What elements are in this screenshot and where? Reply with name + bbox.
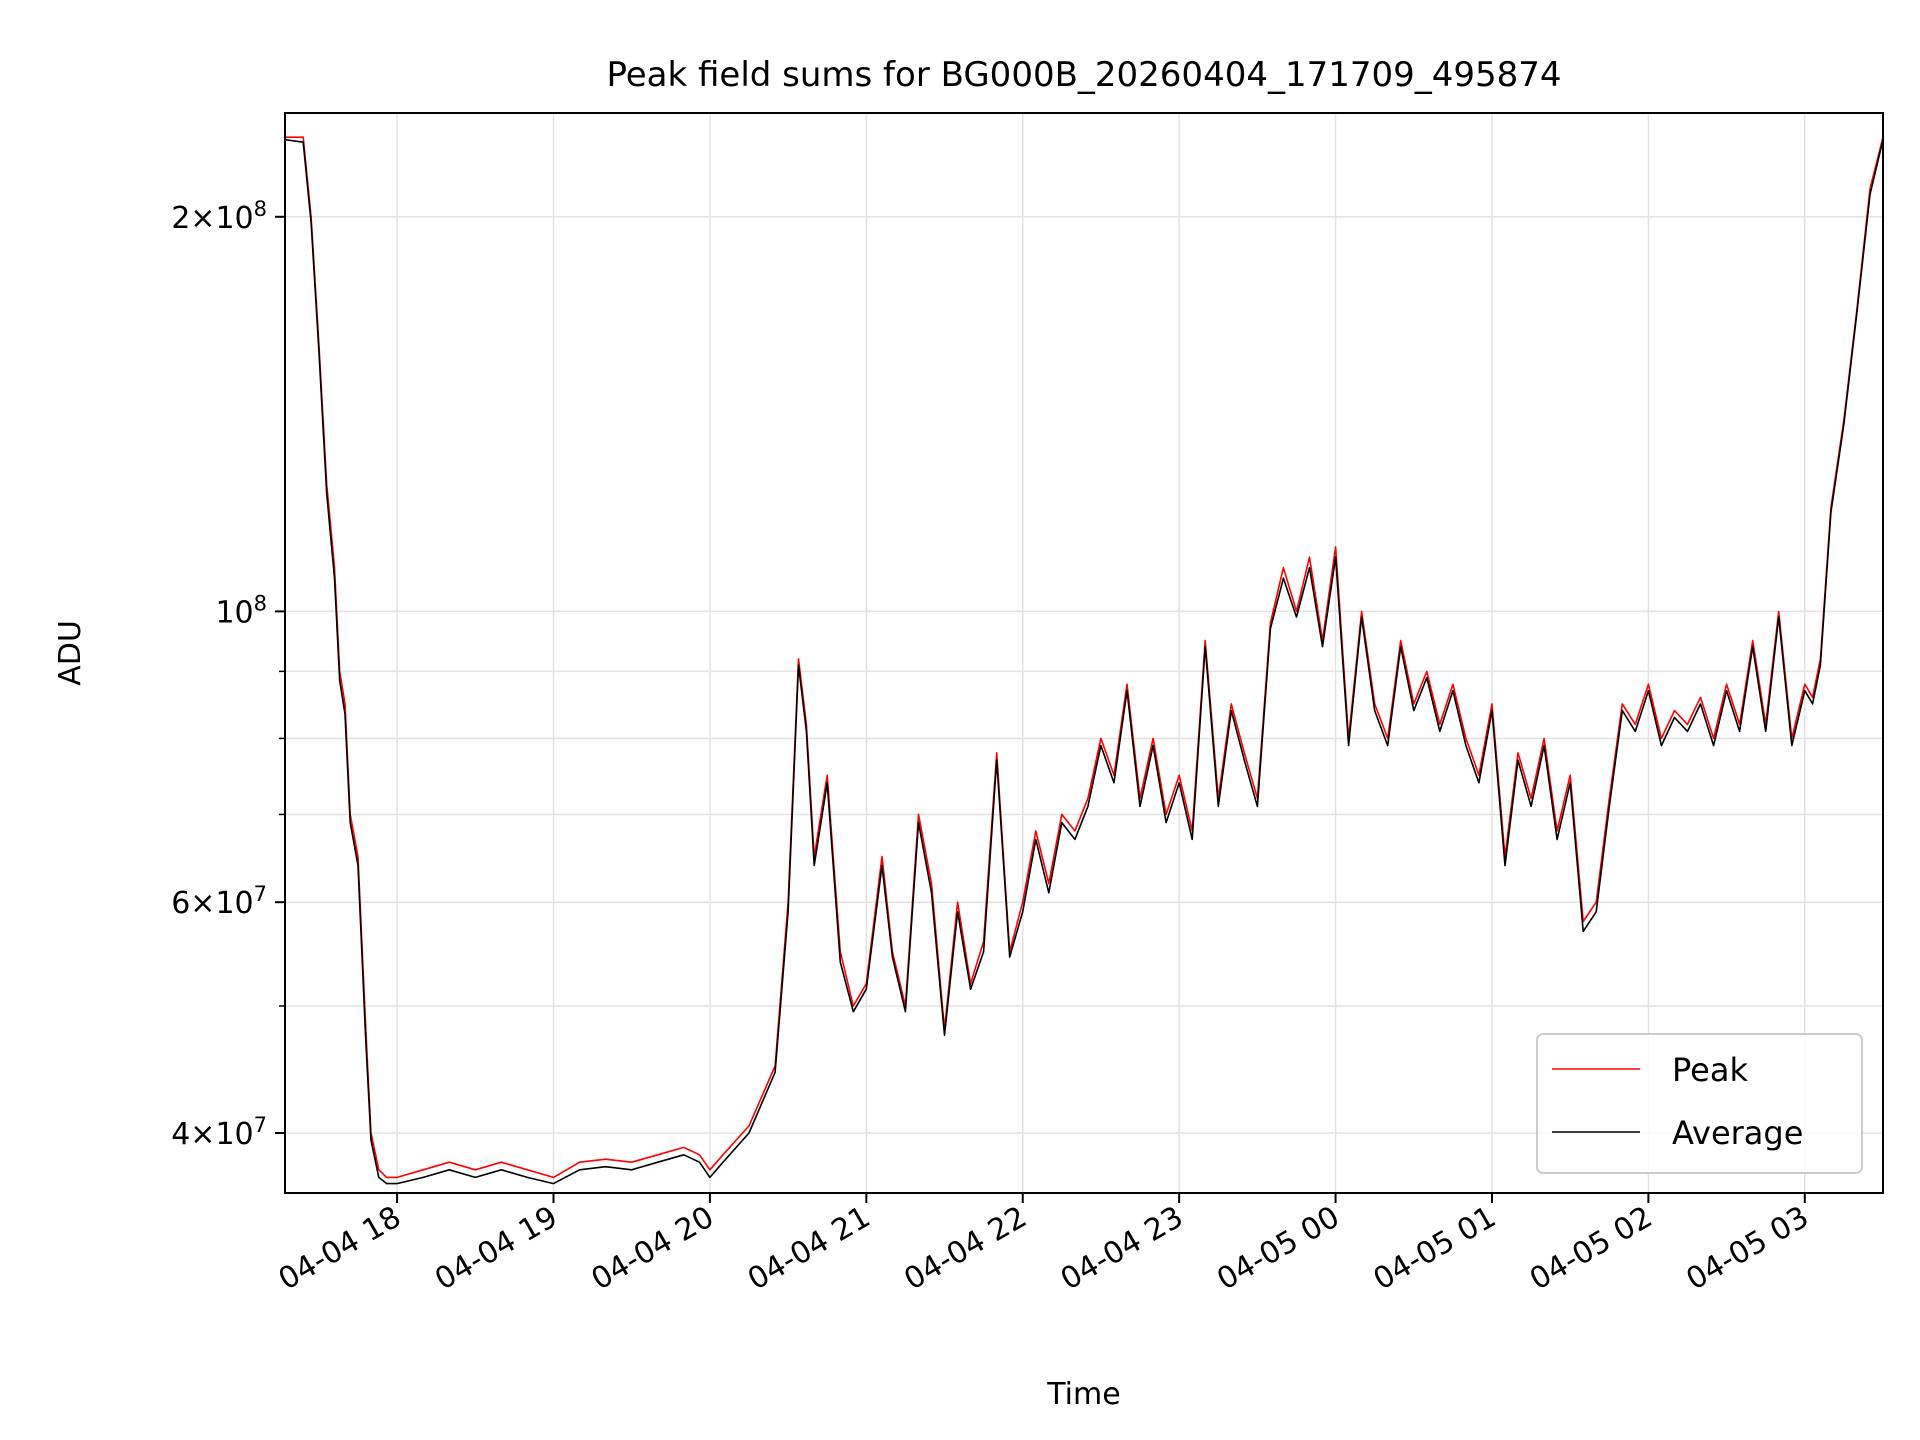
legend: Peak Average: [1536, 1033, 1863, 1174]
y-tick-label: 6×107: [171, 882, 267, 921]
series-line-peak: [285, 136, 1884, 1179]
y-axis-ticks: 4×107 6×107 108 2×108: [171, 197, 285, 1152]
y-tick-label: 108: [215, 591, 267, 630]
plot-frame: [284, 112, 1884, 1194]
y-axis-label: ADU: [53, 620, 88, 686]
legend-label-average: Average: [1672, 1114, 1803, 1152]
y-tick-label: 4×107: [171, 1113, 267, 1152]
x-axis-label: Time: [1046, 1377, 1120, 1412]
series-line-average: [284, 138, 1884, 1185]
legend-label-peak: Peak: [1672, 1051, 1748, 1089]
plot-series: [284, 136, 1884, 1185]
chart-title: Peak field sums for BG000B_20260404_1717…: [606, 55, 1561, 95]
y-tick-label: 2×108: [171, 197, 267, 236]
